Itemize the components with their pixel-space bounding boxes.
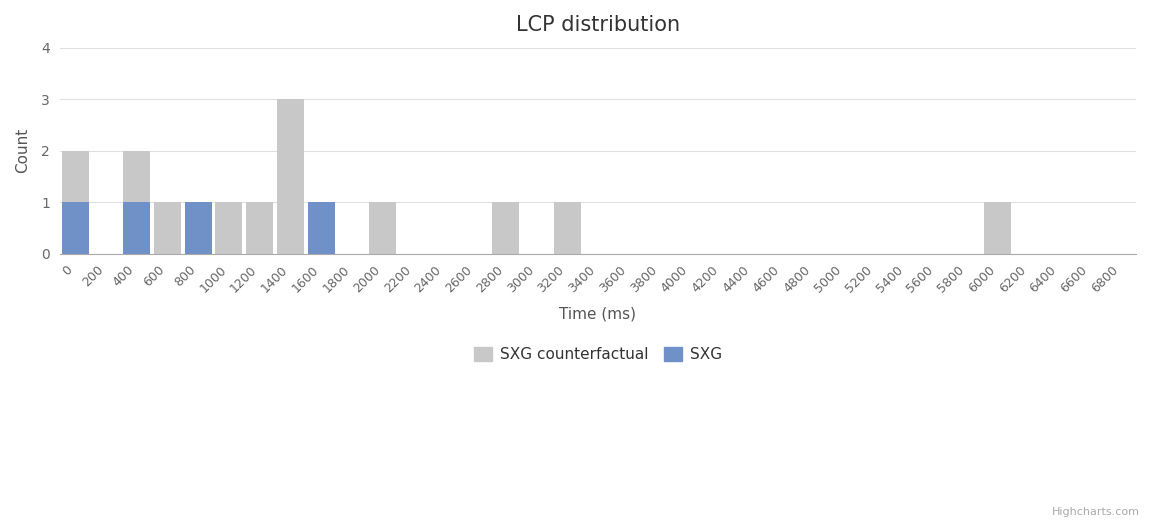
Title: LCP distribution: LCP distribution — [516, 15, 680, 35]
Y-axis label: Count: Count — [15, 128, 30, 173]
Bar — [61, 151, 89, 254]
Legend: SXG counterfactual, SXG: SXG counterfactual, SXG — [466, 339, 730, 370]
Bar — [215, 202, 243, 254]
Bar — [123, 202, 150, 254]
Bar — [307, 202, 335, 254]
Bar — [246, 202, 273, 254]
Bar — [493, 202, 519, 254]
Bar — [123, 151, 150, 254]
Bar — [984, 202, 1011, 254]
Bar — [154, 202, 181, 254]
Bar — [369, 202, 396, 254]
X-axis label: Time (ms): Time (ms) — [559, 306, 637, 321]
Text: Highcharts.com: Highcharts.com — [1052, 507, 1139, 517]
Bar — [307, 202, 335, 254]
Bar — [554, 202, 580, 254]
Bar — [61, 202, 89, 254]
Bar — [276, 99, 304, 254]
Bar — [184, 202, 212, 254]
